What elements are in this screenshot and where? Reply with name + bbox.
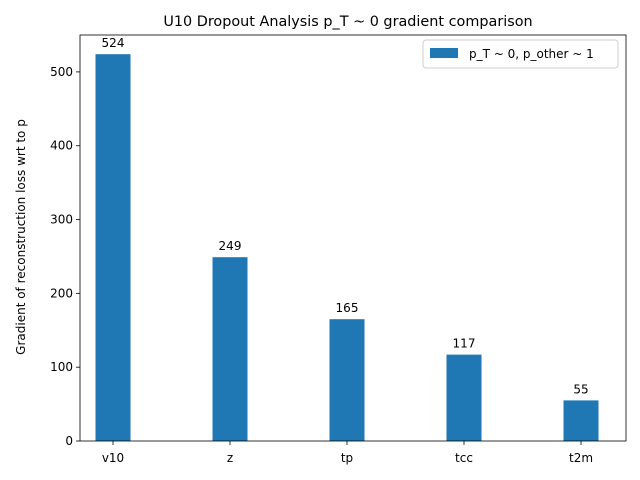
legend-label: p_T ~ 0, p_other ~ 1 xyxy=(469,47,594,61)
legend-swatch xyxy=(430,48,458,58)
x-tick-label-tcc: tcc xyxy=(455,451,473,465)
data-label-tcc: 117 xyxy=(453,337,476,351)
y-tick-label-400: 400 xyxy=(50,139,73,153)
y-tick-label-500: 500 xyxy=(50,65,73,79)
legend-box xyxy=(422,39,619,69)
y-tick-label-100: 100 xyxy=(50,360,73,374)
bar-tcc xyxy=(446,354,482,441)
data-label-t2m: 55 xyxy=(573,382,588,396)
bar-v10 xyxy=(95,54,131,442)
data-label-v10: 524 xyxy=(102,36,125,50)
y-axis-label: Gradient of reconstruction loss wrt to p xyxy=(14,119,28,355)
x-tick-label-t2m: t2m xyxy=(569,451,593,465)
x-tick-label-z: z xyxy=(227,451,233,465)
y-tick-label-200: 200 xyxy=(50,286,73,300)
plot-area: 524 v10 249 z 165 tp 117 tcc 55 t2m 0 100 200 300 400 5… xyxy=(50,34,627,465)
bar-z xyxy=(212,257,248,441)
y-tick-label-300: 300 xyxy=(50,213,73,227)
bar-t2m xyxy=(563,400,599,441)
x-tick-label-v10: v10 xyxy=(102,451,124,465)
data-label-z: 249 xyxy=(219,239,242,253)
chart-title: U10 Dropout Analysis p_T ~ 0 gradient co… xyxy=(163,14,532,30)
bar-tp xyxy=(329,319,365,441)
x-tick-label-tp: tp xyxy=(341,451,353,465)
plot-frame xyxy=(79,34,627,442)
legend: p_T ~ 0, p_other ~ 1 xyxy=(422,39,619,69)
y-tick-label-0: 0 xyxy=(65,434,73,448)
data-label-tp: 165 xyxy=(336,301,359,315)
